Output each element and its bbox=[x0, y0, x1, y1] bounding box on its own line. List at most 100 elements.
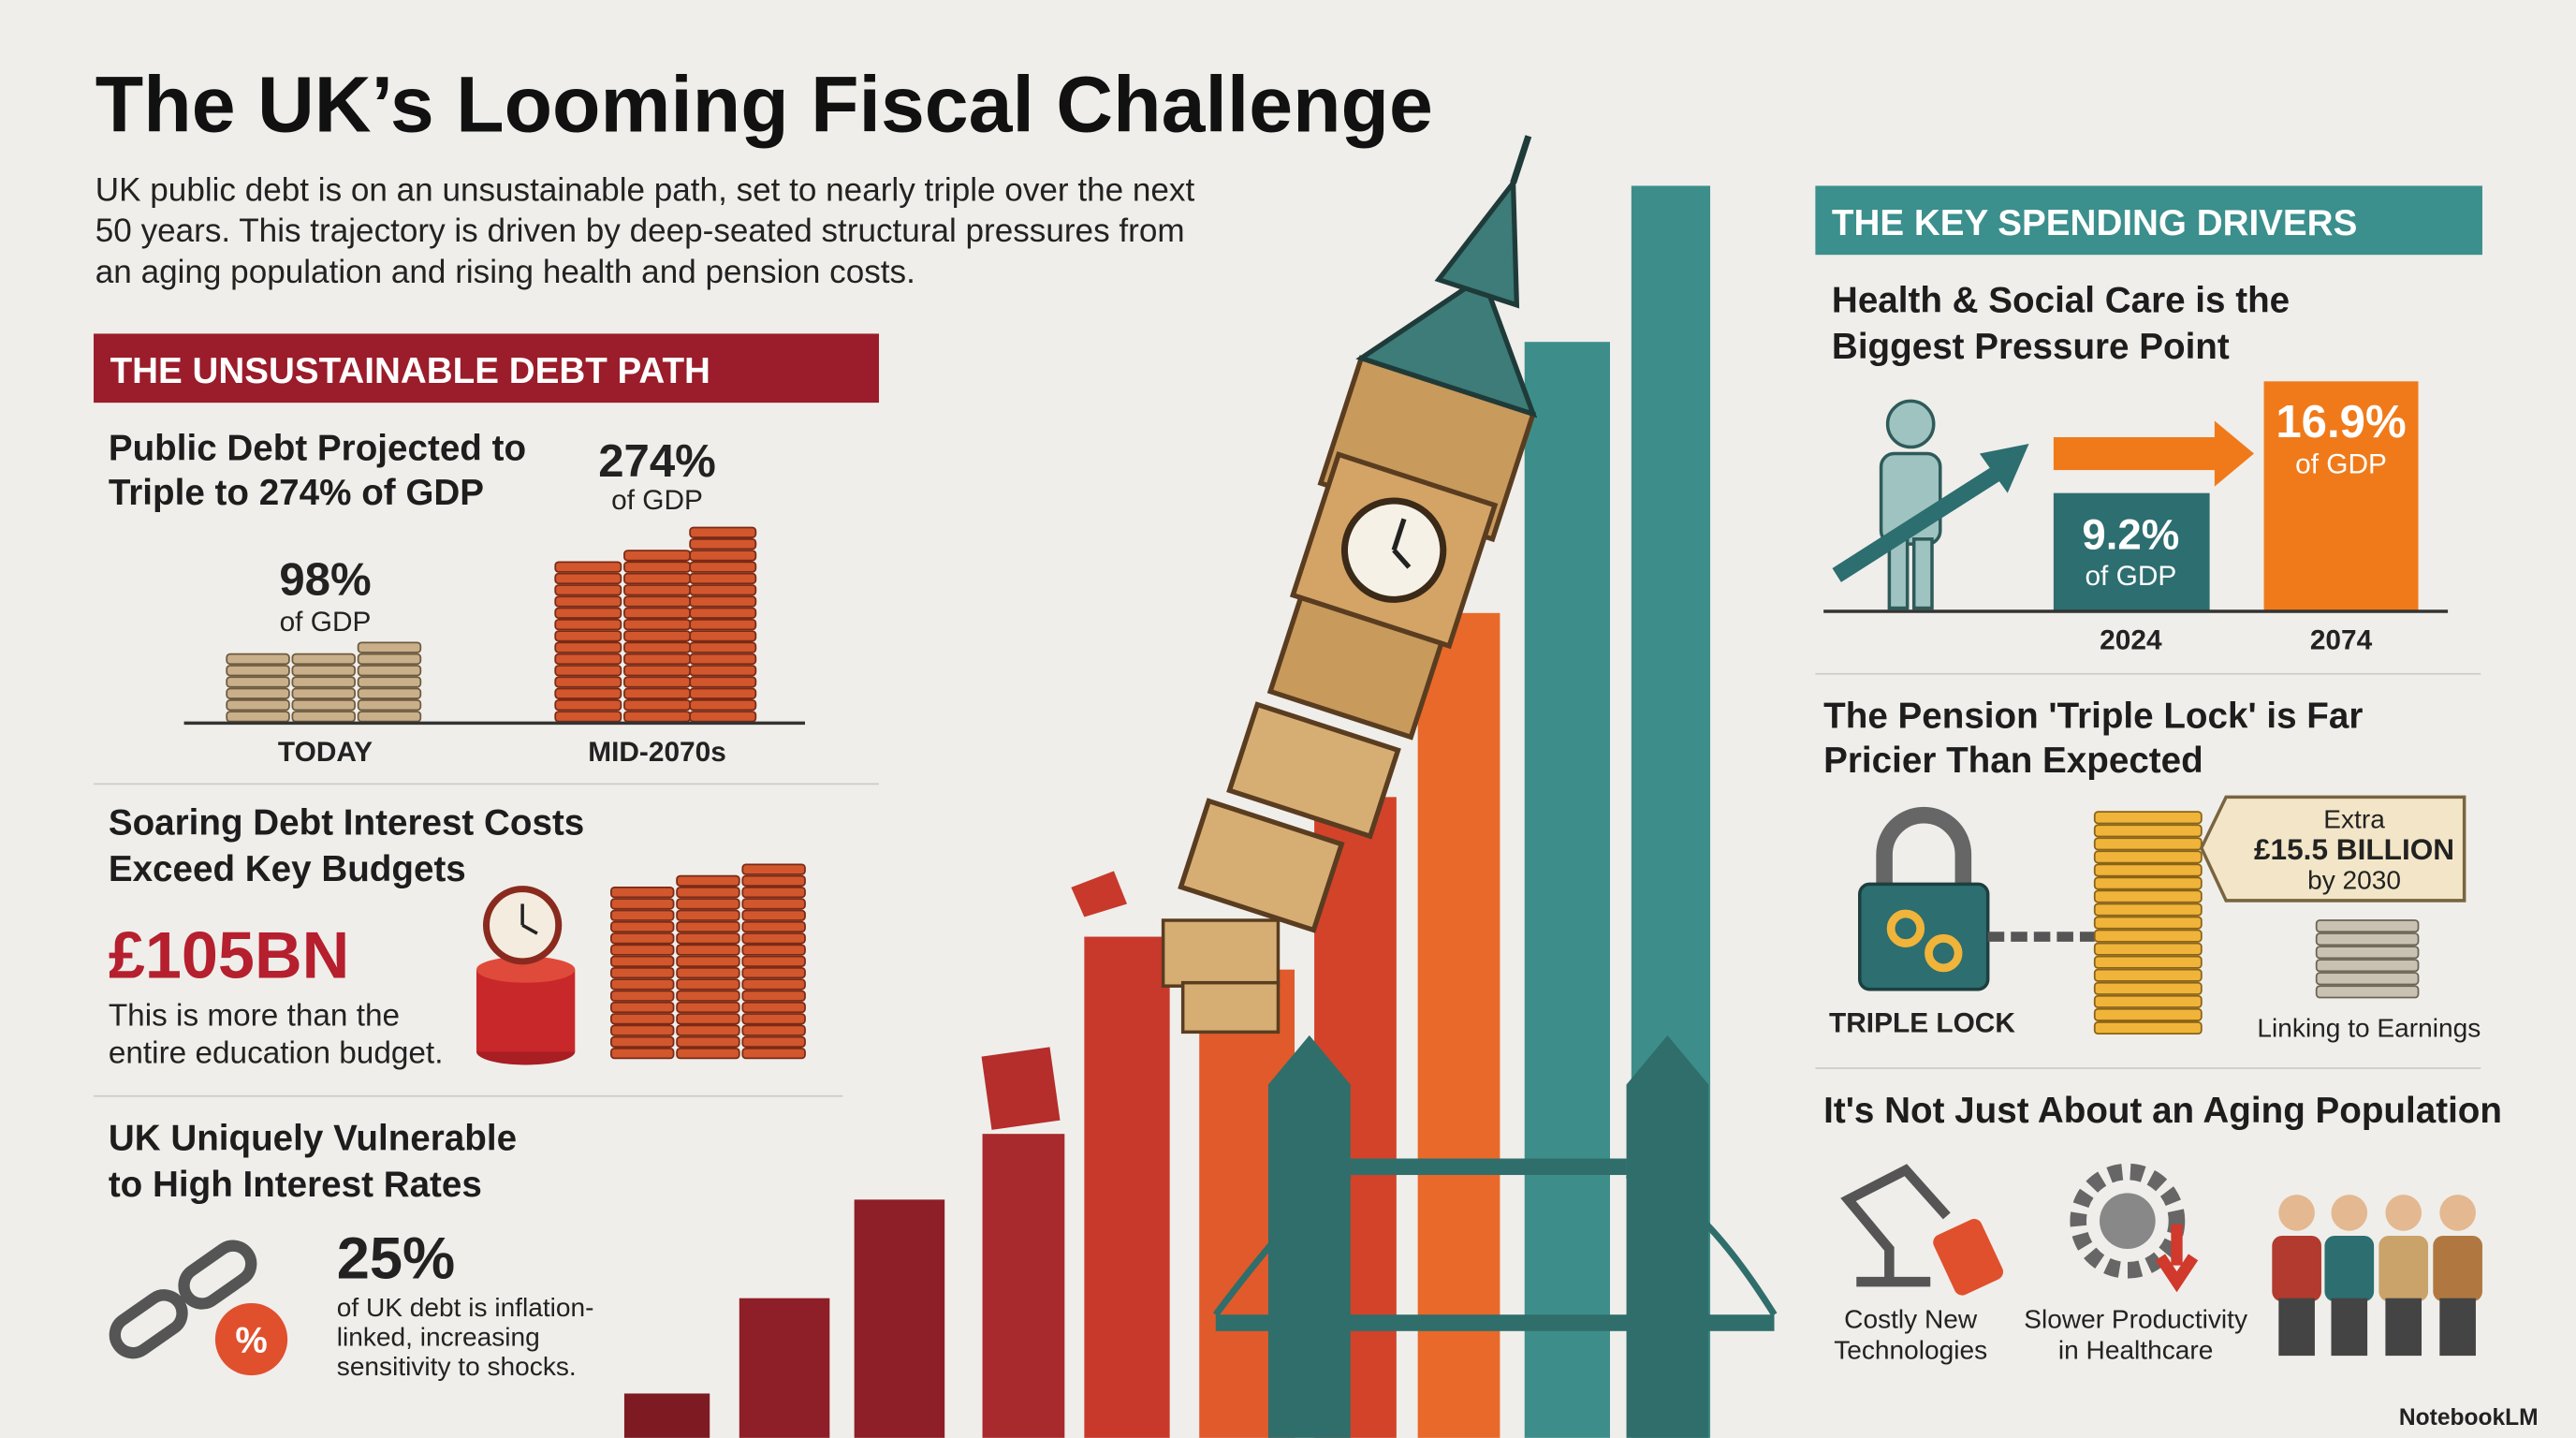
elderly-people-icon-part bbox=[2331, 1195, 2368, 1231]
gold-coin-stack-part bbox=[2093, 916, 2203, 930]
clock-coins-icon-part bbox=[741, 1035, 806, 1049]
coin-stacks-part bbox=[623, 687, 692, 699]
coin-stacks-part bbox=[357, 687, 422, 699]
coin-stacks-part bbox=[357, 698, 422, 712]
clock-coins-icon-part bbox=[676, 920, 740, 933]
lock-icon bbox=[1858, 806, 2095, 991]
clock-coins-icon-part bbox=[610, 1024, 675, 1036]
broken-chain-icon bbox=[109, 1240, 257, 1359]
clock-coins-icon-part bbox=[610, 932, 675, 945]
clock-coins-icon-part bbox=[676, 978, 740, 990]
clock-coins-icon-part bbox=[676, 1035, 740, 1049]
card-title: Soaring Debt Interest Costs bbox=[109, 803, 584, 844]
clock-coins-icon-part bbox=[741, 863, 806, 875]
card-title: Pricier Than Expected bbox=[1823, 741, 2203, 781]
central-illustration-part bbox=[739, 1298, 830, 1438]
robot-arm-icon-part bbox=[1840, 1164, 1951, 1287]
block-unit: of GDP bbox=[2085, 561, 2176, 592]
section-heading: THE KEY SPENDING DRIVERS bbox=[1832, 203, 2357, 243]
card-title: Health & Social Care is the bbox=[1832, 281, 2290, 321]
tag-text: £15.5 BILLION bbox=[2254, 832, 2454, 866]
clock-coins-icon-part bbox=[610, 920, 675, 933]
lock-icon-part bbox=[1876, 806, 1972, 888]
elderly-people-icon-part bbox=[2272, 1235, 2321, 1302]
elderly-people-icon-part bbox=[2385, 1195, 2422, 1231]
gold-coin-stack-part bbox=[2093, 955, 2203, 969]
price-tag bbox=[2199, 795, 2466, 902]
gold-coin-stack-part bbox=[2093, 1020, 2203, 1034]
silver-coin-stack-part bbox=[2315, 972, 2420, 986]
gold-coin-stack-part bbox=[2093, 968, 2203, 982]
stat-value: 98% bbox=[279, 554, 371, 605]
coin-stacks-part bbox=[226, 687, 290, 699]
year-label: 2024 bbox=[2100, 624, 2162, 655]
central-illustration-part-part bbox=[1355, 272, 1538, 418]
clock-coins-icon-part bbox=[676, 932, 740, 945]
coin-stacks-part bbox=[689, 676, 757, 688]
clock-coins-icon-part bbox=[741, 874, 806, 888]
icon-label: in Healthcare bbox=[2058, 1336, 2213, 1365]
card-title: UK Uniquely Vulnerable bbox=[109, 1119, 517, 1159]
icon-label: Slower Productivity bbox=[2024, 1304, 2247, 1333]
coin-stacks-part bbox=[623, 607, 692, 619]
central-illustration-part-part bbox=[1267, 1034, 1351, 1085]
silver-coin-stack bbox=[2315, 919, 2420, 999]
elderly-people-icon-part bbox=[2439, 1298, 2476, 1357]
clock-coins-icon-part bbox=[676, 955, 740, 968]
clock-coins-icon-part bbox=[741, 990, 806, 1002]
gold-coin-stack-part bbox=[2093, 1007, 2203, 1021]
central-illustration-part bbox=[1524, 342, 1610, 1438]
stat-note: of UK debt is inflation- bbox=[337, 1293, 594, 1322]
central-illustration-part-part bbox=[1266, 594, 1445, 741]
trend-arrow-head bbox=[2214, 420, 2254, 487]
stat-note: This is more than the bbox=[109, 998, 400, 1033]
year-label: 2074 bbox=[2310, 624, 2373, 655]
stat-note: linked, increasing bbox=[337, 1323, 540, 1352]
coin-stacks-part bbox=[226, 653, 290, 666]
coin-stacks-part bbox=[689, 595, 757, 608]
central-illustration-part-part bbox=[1510, 135, 1532, 184]
clock-coins-icon-part bbox=[741, 932, 806, 945]
coin-stacks-part bbox=[554, 618, 622, 631]
elderly-people-icon-part bbox=[2324, 1235, 2375, 1302]
coin-stacks-part bbox=[554, 584, 622, 596]
clock-coins-icon-part bbox=[741, 920, 806, 933]
intro-line: an aging population and rising health an… bbox=[95, 254, 915, 290]
clock-coins-icon-part bbox=[676, 887, 740, 899]
icon-label: Technologies bbox=[1834, 1336, 1987, 1365]
coin-stacks-part bbox=[554, 561, 622, 573]
coin-stacks-part bbox=[689, 537, 757, 550]
coin-stacks-part bbox=[554, 595, 622, 608]
central-illustration-part bbox=[1084, 936, 1170, 1438]
intro-line: UK public debt is on an unsustainable pa… bbox=[95, 171, 1195, 208]
clock-coins-icon-part bbox=[610, 1035, 675, 1049]
coin-stacks-part bbox=[226, 676, 290, 688]
clock-coins-icon-part bbox=[476, 956, 576, 983]
card-title: Exceed Key Budgets bbox=[109, 849, 466, 889]
coin-stacks-part bbox=[554, 687, 622, 699]
block-value: 16.9% bbox=[2276, 397, 2406, 448]
clock-coins-icon-part bbox=[741, 1048, 806, 1060]
coin-stacks-part bbox=[623, 630, 692, 642]
block-unit: of GDP bbox=[2295, 449, 2387, 480]
robot-arm-icon-part bbox=[1933, 1219, 2004, 1296]
clock-coins-icon-part bbox=[610, 955, 675, 968]
gold-coin-stack-part bbox=[2093, 876, 2203, 890]
clock-coins-icon bbox=[476, 863, 806, 1065]
broken-chain-icon-part bbox=[178, 1240, 257, 1310]
central-illustration-part bbox=[1215, 1034, 1775, 1438]
clock-coins-icon-part bbox=[610, 944, 675, 956]
clock-coins-icon-part bbox=[610, 898, 675, 910]
percent-badge bbox=[214, 1302, 288, 1376]
coin-stacks-part bbox=[689, 584, 757, 596]
coin-stacks-part bbox=[689, 641, 757, 653]
silver-coin-stack-part bbox=[2315, 959, 2420, 973]
coin-stacks-part bbox=[554, 641, 622, 653]
central-illustration-part-part bbox=[1434, 175, 1520, 309]
clock-coins-icon-part bbox=[610, 978, 675, 990]
stat-note: entire education budget. bbox=[109, 1036, 444, 1071]
coin-stacks-part bbox=[689, 687, 757, 699]
gold-coin-stack-part bbox=[2093, 863, 2203, 877]
person-icon-part bbox=[1885, 399, 1936, 449]
coin-stacks-part bbox=[554, 711, 622, 723]
